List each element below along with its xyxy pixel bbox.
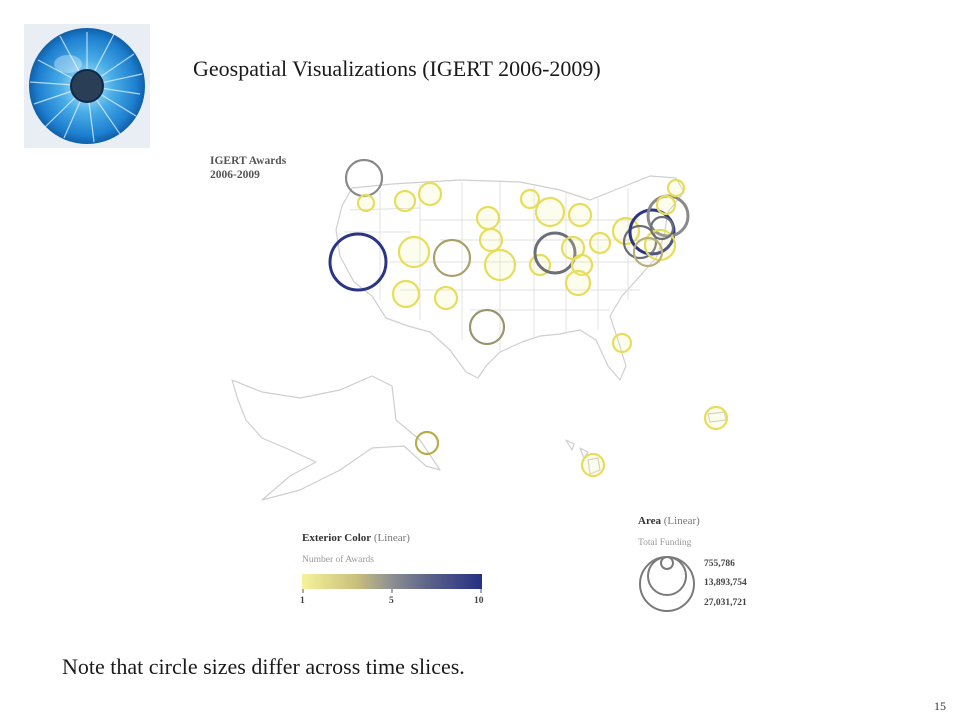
area-legend-heading-text: Area xyxy=(638,515,662,527)
award-circle xyxy=(432,238,472,278)
footnote: Note that circle sizes differ across tim… xyxy=(62,654,465,679)
award-circle xyxy=(468,308,506,346)
slide-title: Geospatial Visualizations (IGERT 2006-20… xyxy=(193,56,601,81)
color-tick-5: 5 xyxy=(389,596,394,606)
area-legend-circle-small xyxy=(660,556,674,570)
award-circle xyxy=(417,181,443,207)
award-circle xyxy=(632,236,664,268)
award-circle xyxy=(622,224,658,260)
award-circle xyxy=(628,208,676,256)
area-legend-circle-medium xyxy=(647,556,687,596)
award-circle xyxy=(483,248,517,282)
award-circle xyxy=(703,405,729,431)
color-legend-subtitle: Number of Awards xyxy=(302,555,374,565)
color-legend-heading-paren: (Linear) xyxy=(373,532,410,544)
color-tick-1: 1 xyxy=(300,596,305,606)
map-title-line1: IGERT Awards xyxy=(210,155,287,167)
award-circle xyxy=(433,285,459,311)
award-circle xyxy=(611,332,633,354)
award-circle xyxy=(588,231,612,255)
alaska-outline xyxy=(231,375,441,501)
award-circle xyxy=(478,227,504,253)
award-circle xyxy=(414,430,440,456)
award-circle xyxy=(534,196,566,228)
hawaii-outline xyxy=(565,439,601,475)
color-legend-heading: Exterior Color (Linear) xyxy=(302,532,410,544)
area-legend-circle-large xyxy=(639,556,695,612)
award-circle xyxy=(519,188,541,210)
award-circle xyxy=(356,193,376,213)
color-scale-bar xyxy=(302,574,482,589)
area-legend-value-small: 755,786 xyxy=(704,559,735,569)
map-title: IGERT Awards 2006-2009 xyxy=(210,154,286,182)
award-circle xyxy=(533,231,577,275)
award-circle xyxy=(567,202,593,228)
award-circle xyxy=(666,178,686,198)
award-circle xyxy=(580,452,606,478)
continental-us-outline xyxy=(335,175,685,381)
award-circle xyxy=(655,194,677,216)
page-number: 15 xyxy=(934,699,946,713)
area-legend-subtitle: Total Funding xyxy=(638,538,692,548)
logo-eye-icon xyxy=(24,24,150,148)
area-legend-value-large: 27,031,721 xyxy=(704,598,747,608)
award-circle xyxy=(391,279,421,309)
color-legend-heading-text: Exterior Color xyxy=(302,532,372,544)
map-title-line2: 2006-2009 xyxy=(210,169,260,181)
color-tick-10: 10 xyxy=(474,596,484,606)
area-legend-heading-paren: (Linear) xyxy=(663,515,700,527)
area-legend-value-medium: 13,893,754 xyxy=(704,578,747,588)
award-circle xyxy=(649,215,675,241)
award-circle xyxy=(393,189,417,213)
award-circle xyxy=(328,232,388,292)
award-circle xyxy=(564,269,592,297)
area-legend-heading: Area (Linear) xyxy=(638,515,700,527)
award-circle xyxy=(397,235,431,269)
